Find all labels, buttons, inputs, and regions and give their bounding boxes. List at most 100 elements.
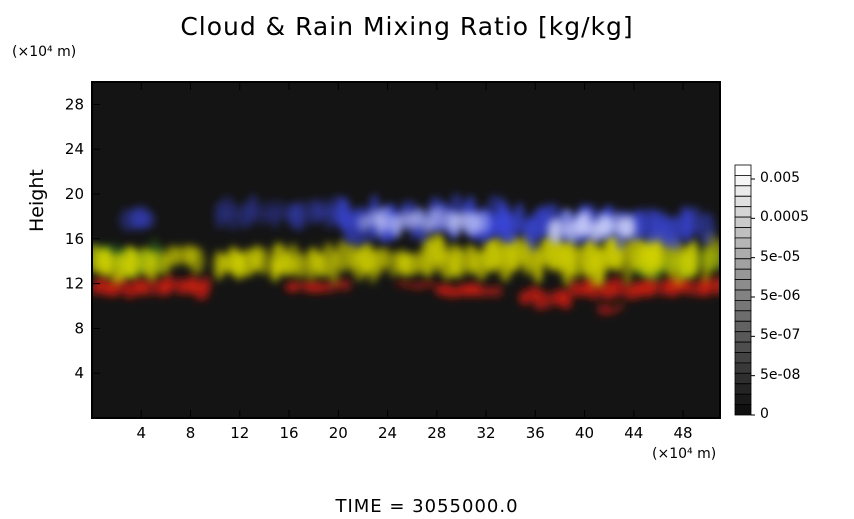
field-blob <box>140 210 156 229</box>
field-blob <box>340 278 353 292</box>
colorbar-step <box>734 268 752 281</box>
colorbar-step <box>734 393 752 406</box>
field-blob <box>188 246 205 275</box>
field-blob <box>713 237 720 270</box>
y-tick-label: 20 <box>65 185 84 203</box>
colorbar-step <box>734 216 752 228</box>
field-blob <box>226 202 238 232</box>
field-blob <box>343 210 355 245</box>
colorbar-step <box>734 331 752 343</box>
colorbar-label: 0.005 <box>760 170 801 186</box>
colorbar-step <box>734 362 752 374</box>
field-blob <box>473 285 489 298</box>
x-tick-label: 40 <box>575 424 594 442</box>
field-blob <box>127 247 140 279</box>
colorbar-label: 5e-05 <box>760 248 801 265</box>
field-blob <box>435 205 446 230</box>
field-blob <box>570 246 584 279</box>
x-tick-label: 36 <box>526 424 545 442</box>
colorbar-label: 5e-06 <box>760 288 801 304</box>
field-blob <box>559 289 573 310</box>
x-tick-label: 44 <box>624 424 643 442</box>
x-tick-label: 28 <box>427 424 446 442</box>
colorbar-label: 5e-08 <box>760 366 801 383</box>
field-blob <box>713 275 720 296</box>
field-blob <box>661 214 672 249</box>
time-footer: TIME = 3055000.0 <box>335 496 519 517</box>
colorbar-step <box>734 320 752 333</box>
colorbar-step <box>734 174 752 187</box>
field-blob <box>620 215 637 239</box>
x-tick-label: 32 <box>476 424 495 442</box>
x-tick-label: 24 <box>378 424 397 442</box>
field-blob <box>595 246 606 287</box>
x-tick-label: 16 <box>279 424 298 442</box>
field-blob <box>162 274 175 294</box>
field-blob <box>533 288 545 311</box>
field-blob <box>611 275 623 298</box>
field-blob <box>598 217 614 238</box>
field-blob <box>258 247 269 276</box>
colorbar-step <box>734 299 752 312</box>
colorbar-step <box>734 352 752 364</box>
field-blob <box>452 247 466 279</box>
field-blob <box>124 282 135 300</box>
colorbar-label: 5e-07 <box>760 327 801 344</box>
x-tick-label: 12 <box>230 424 249 442</box>
field-blob <box>336 239 351 273</box>
colorbar-step <box>734 289 752 301</box>
colorbar-step <box>734 247 752 260</box>
field-blob <box>510 235 522 272</box>
field-blob <box>614 303 625 311</box>
field-blob <box>248 193 260 223</box>
field-blob <box>689 238 699 278</box>
field-blob <box>200 275 212 292</box>
y-tick-label: 28 <box>65 95 84 113</box>
y-tick-label: 4 <box>74 364 84 382</box>
plot-frame <box>91 81 721 419</box>
colorbar-step <box>734 341 752 353</box>
field-blob <box>698 212 716 246</box>
chart-title: Cloud & Rain Mixing Ratio [kg/kg] <box>180 12 634 41</box>
field-blob <box>475 211 491 234</box>
y-tick-label: 8 <box>74 319 84 337</box>
field-blob <box>514 202 525 235</box>
colorbar-step <box>734 185 752 197</box>
colorbar-step <box>734 404 752 416</box>
x-tick-label: 8 <box>186 424 196 442</box>
field-blob <box>424 280 437 288</box>
field-blob <box>357 214 372 231</box>
x-axis-unit: (×10⁴ m) <box>652 446 717 462</box>
field-blob <box>428 207 439 230</box>
field-blob <box>550 217 563 245</box>
colorbar-step <box>734 383 752 395</box>
colorbar-step <box>734 227 752 239</box>
x-tick-label: 20 <box>329 424 348 442</box>
field-blob <box>273 200 286 221</box>
field-blob <box>688 206 702 236</box>
field-ice-white <box>357 205 637 245</box>
y-axis-unit: (×10⁴ m) <box>12 44 77 60</box>
colorbar-step <box>734 164 752 176</box>
field-blob <box>632 208 647 240</box>
field-blob <box>604 306 618 315</box>
colorbar-step <box>734 310 752 322</box>
colorbar-step <box>734 237 752 249</box>
colorbar-label: 0.0005 <box>760 209 809 226</box>
field-blob <box>541 291 553 310</box>
colorbar-label: 0 <box>760 406 769 422</box>
field-blob <box>485 285 496 298</box>
colorbar-step <box>734 195 752 208</box>
field-blob <box>256 203 268 226</box>
colorbar-step <box>734 372 752 385</box>
field-blob <box>289 280 304 292</box>
field-blob <box>670 215 681 252</box>
y-tick-label: 24 <box>65 140 84 158</box>
field-blob <box>295 200 308 231</box>
colorbar-step <box>734 279 752 291</box>
colorbar-step <box>734 258 752 270</box>
y-tick-label: 16 <box>65 230 84 248</box>
colorbar-step <box>734 206 752 218</box>
x-tick-label: 4 <box>136 424 146 442</box>
